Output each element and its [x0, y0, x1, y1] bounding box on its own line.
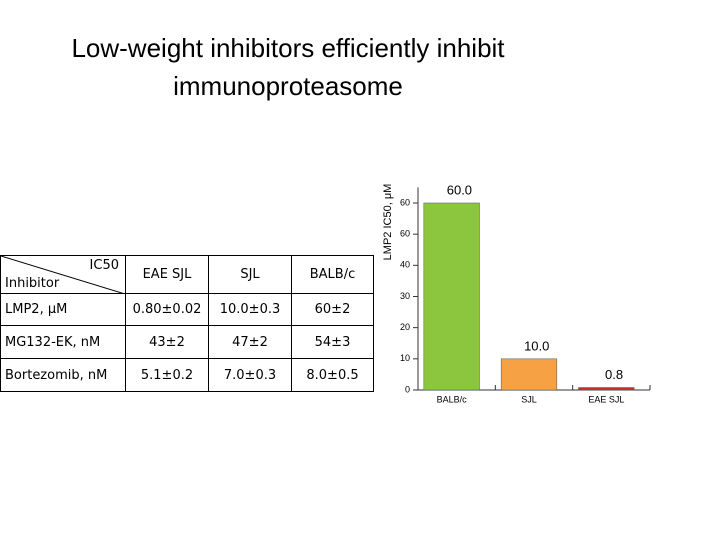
row-header: MG132-EK, nM: [0, 325, 126, 359]
value-label: 60.0: [447, 182, 472, 197]
cell: 47±2: [208, 325, 292, 359]
title-line: immunoproteasome: [173, 71, 403, 101]
row-header: Bortezomib, nM: [0, 358, 126, 392]
ic50-table: IC50 Inhibitor EAE SJL SJL BALB/c LMP2, …: [0, 255, 374, 392]
value-label: 10.0: [524, 338, 549, 353]
x-tick-label: SJL: [521, 394, 537, 404]
cell: 8.0±0.5: [291, 358, 374, 392]
y-tick-label: 0: [405, 384, 410, 394]
x-tick-label: BALB/c: [437, 394, 468, 404]
corner-top: IC50: [89, 258, 119, 273]
cell: 10.0±0.3: [208, 293, 292, 326]
col-header: BALB/c: [291, 255, 374, 294]
cell: 60±2: [291, 293, 374, 326]
cell: 7.0±0.3: [208, 358, 292, 392]
y-tick-label: 40: [400, 260, 410, 270]
cell: 54±3: [291, 325, 374, 359]
col-header: EAE SJL: [125, 255, 209, 294]
cell: 43±2: [125, 325, 209, 359]
y-axis-label: LMP2 IC50, μM: [382, 184, 394, 261]
title-line: Low-weight inhibitors efficiently inhibi…: [71, 33, 505, 63]
cell: 0.80±0.02: [125, 293, 209, 326]
y-tick-label: 20: [400, 322, 410, 332]
bar: [500, 358, 558, 391]
y-tick-label: 10: [400, 353, 410, 363]
bar: [578, 387, 635, 391]
y-tick-label: 60: [400, 229, 410, 239]
corner-cell: IC50 Inhibitor: [0, 255, 126, 294]
x-tick-label: EAE SJL: [588, 394, 624, 404]
corner-bottom: Inhibitor: [5, 276, 60, 291]
row-header: LMP2, μM: [0, 293, 126, 326]
y-tick-label: 60: [400, 197, 410, 207]
y-tick-label: 30: [400, 291, 410, 301]
diagonal: [1, 256, 125, 294]
bar: [423, 202, 480, 391]
cell: 5.1±0.2: [125, 358, 209, 392]
value-label: 0.8: [605, 367, 623, 382]
col-header: SJL: [208, 255, 292, 294]
